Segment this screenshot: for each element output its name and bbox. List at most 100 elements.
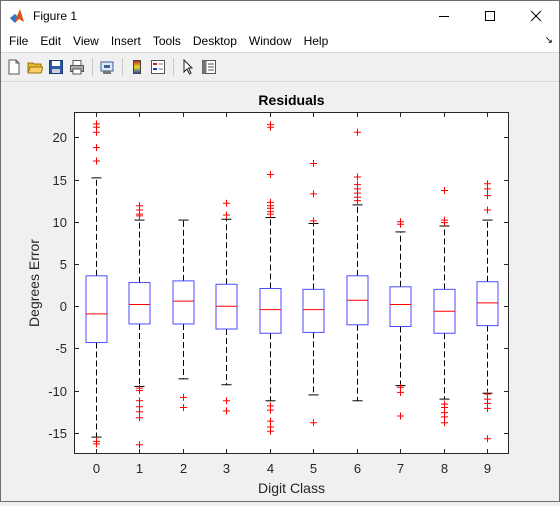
outlier-point	[223, 211, 230, 219]
outlier-point	[223, 407, 230, 415]
outlier-point	[267, 427, 274, 435]
iqr-box	[476, 281, 499, 327]
maximize-icon	[485, 10, 495, 21]
boxplot-chart[interactable]: -15 -10 -5 0 5 10 15 20 0 1 2 3 4 5 6 7 8 9 Residuals Dig…	[1, 82, 559, 501]
x-tick-label: 8	[441, 461, 448, 476]
outlier-point	[397, 388, 404, 396]
x-tick-label: 5	[310, 461, 317, 476]
iqr-box	[259, 287, 282, 334]
outlier-point	[441, 419, 448, 427]
matlab-logo-icon	[10, 8, 24, 23]
outlier-point	[136, 414, 143, 422]
y-axis-label: Degrees Error	[26, 239, 42, 327]
box-group-2[interactable]	[172, 219, 195, 412]
menu-help[interactable]: Help	[303, 34, 329, 48]
outlier-point	[397, 218, 404, 226]
print-button[interactable]	[67, 57, 87, 77]
new-figure-button[interactable]	[4, 57, 24, 77]
property-inspector-icon	[202, 60, 216, 74]
outlier-point	[136, 202, 143, 210]
box-group-5[interactable]	[302, 160, 325, 427]
box-group-3[interactable]	[215, 199, 238, 415]
insert-legend-button[interactable]	[148, 57, 168, 77]
outlier-point	[93, 143, 100, 151]
x-axis-label: Digit Class	[258, 480, 325, 496]
box-group-6[interactable]	[346, 128, 369, 402]
box-group-0[interactable]	[85, 120, 108, 448]
open-file-icon	[27, 62, 43, 74]
iqr-box	[128, 282, 151, 325]
iqr-box	[389, 286, 412, 327]
print-icon	[70, 60, 84, 75]
outlier-point	[484, 435, 491, 443]
x-tick-label: 9	[484, 461, 491, 476]
outlier-point	[267, 417, 274, 425]
menu-desktop[interactable]: Desktop	[192, 34, 237, 48]
save-button[interactable]	[46, 57, 66, 77]
outlier-point	[223, 199, 230, 207]
menu-view[interactable]: View	[73, 34, 99, 48]
outlier-point	[223, 397, 230, 405]
outlier-point	[484, 192, 491, 200]
outlier-point	[397, 412, 404, 420]
close-icon	[530, 10, 542, 21]
outlier-point	[441, 413, 448, 421]
link-plot-button[interactable]	[97, 57, 117, 77]
outlier-point	[136, 387, 143, 395]
outlier-point	[310, 190, 317, 198]
insert-colorbar-button[interactable]	[127, 57, 147, 77]
new-figure-icon	[8, 59, 20, 75]
outlier-point	[180, 404, 187, 412]
outlier-point	[267, 406, 274, 414]
link-plot-icon	[100, 61, 114, 74]
box-group-9[interactable]	[476, 180, 499, 443]
outlier-point	[93, 120, 100, 128]
box-group-7[interactable]	[389, 218, 412, 420]
edit-plot-arrow-icon	[183, 59, 194, 75]
figure-toolbar	[1, 52, 559, 82]
chart-title: Residuals	[258, 92, 324, 108]
minimize-icon	[439, 15, 449, 17]
x-tick-label: 3	[223, 461, 230, 476]
dock-figure-icon[interactable]: ↘	[544, 35, 553, 46]
y-tick-label: -10	[48, 384, 67, 399]
y-tick-label: -5	[55, 341, 67, 356]
y-tick-label: 5	[60, 257, 67, 272]
axes-frame	[74, 112, 509, 454]
outlier-point	[310, 217, 317, 225]
outlier-point	[441, 216, 448, 224]
edit-plot-button[interactable]	[178, 57, 198, 77]
x-tick-label: 2	[180, 461, 187, 476]
y-tick-label: 10	[53, 215, 67, 230]
minimize-button[interactable]	[421, 1, 467, 30]
outlier-point	[484, 180, 491, 188]
menu-tools[interactable]: Tools	[152, 34, 181, 48]
x-tick-label: 1	[136, 461, 143, 476]
close-button[interactable]	[513, 1, 559, 30]
box-group-1[interactable]	[128, 202, 151, 449]
toolbar-separator	[173, 58, 174, 76]
outlier-point	[136, 397, 143, 405]
property-inspector-button[interactable]	[199, 57, 219, 77]
open-file-button[interactable]	[25, 57, 45, 77]
save-icon	[49, 60, 63, 74]
outlier-point	[310, 419, 317, 427]
window-title: Figure 1	[33, 8, 78, 23]
menu-window[interactable]: Window	[248, 34, 292, 48]
outlier-point	[441, 187, 448, 195]
outlier-point	[136, 408, 143, 416]
menu-edit[interactable]: Edit	[40, 34, 62, 48]
iqr-box	[172, 280, 195, 325]
outlier-point	[267, 198, 274, 206]
outlier-point	[484, 206, 491, 214]
box-group-4[interactable]	[259, 121, 282, 435]
colorbar-icon	[133, 60, 141, 74]
box-group-8[interactable]	[433, 187, 456, 427]
outlier-point	[354, 173, 361, 181]
y-tick-label: -15	[48, 426, 67, 441]
maximize-button[interactable]	[467, 1, 513, 30]
menu-file[interactable]: File	[9, 34, 29, 48]
menu-insert[interactable]: Insert	[110, 34, 141, 48]
y-tick-label: 20	[53, 130, 67, 145]
